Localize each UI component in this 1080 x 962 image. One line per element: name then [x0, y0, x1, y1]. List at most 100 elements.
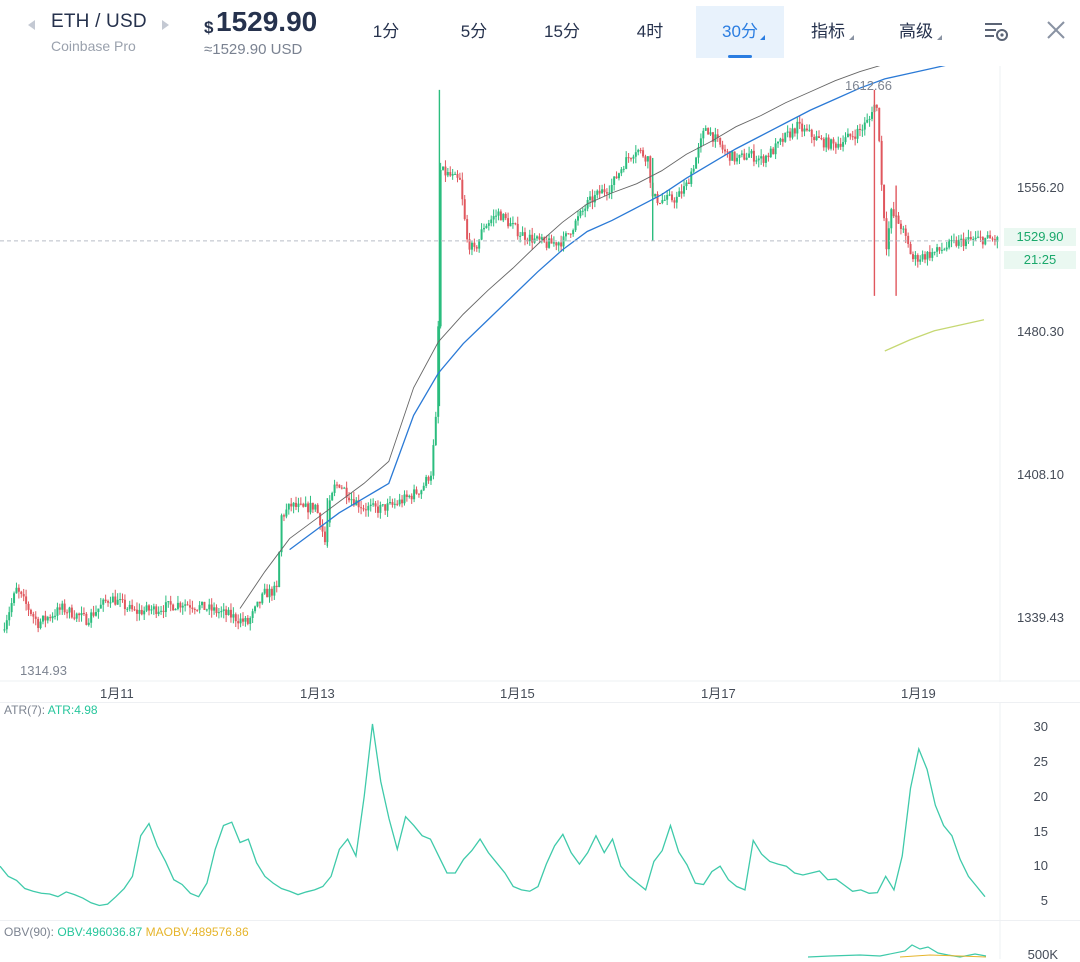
price-chart-panel[interactable]: 1556.20 1480.30 1408.10 1339.43 1612.66 … [0, 66, 1080, 702]
exchange-name: Coinbase Pro [51, 38, 136, 54]
tab-advanced[interactable]: 高级 [872, 6, 960, 58]
candle-body [369, 504, 372, 506]
tab-indicators[interactable]: 指标 [784, 6, 872, 58]
candle-body [654, 193, 657, 197]
candle-body [724, 149, 726, 152]
tab-label: 4时 [636, 22, 664, 41]
candle-body [323, 531, 326, 543]
candle-body [70, 607, 73, 618]
candle-body [184, 604, 187, 606]
candle-body [605, 192, 608, 194]
candle-body [969, 237, 972, 240]
candle-body [287, 503, 290, 510]
candle-body [745, 157, 748, 160]
candle-body [357, 500, 360, 508]
candle-body [940, 249, 943, 251]
next-pair-arrow-icon[interactable] [162, 20, 169, 30]
candle-body [704, 128, 707, 131]
candle-body [538, 236, 541, 240]
candle-body [731, 151, 734, 161]
candle-body [381, 504, 384, 506]
candle-body [977, 236, 980, 238]
candle-body [868, 118, 871, 120]
currency-symbol: $ [204, 18, 214, 37]
candle-body [333, 484, 336, 493]
tab-label: 30分 [722, 22, 758, 41]
atr-tick: 25 [1033, 754, 1048, 769]
candle-body [22, 594, 25, 597]
candle-body [748, 153, 751, 158]
candle-body [485, 225, 488, 229]
candle-body [208, 604, 211, 610]
candlestick-chart[interactable] [0, 66, 1080, 702]
candle-body [798, 121, 801, 124]
previous-pair-arrow-icon[interactable] [28, 20, 35, 30]
candle-body [711, 132, 714, 142]
candle-body [569, 233, 572, 235]
obv-panel[interactable]: OBV(90): OBV:496036.87 MAOBV:489576.86 5… [0, 920, 1080, 962]
candle-body [54, 615, 57, 617]
candle-body [449, 172, 452, 176]
atr-tick: 15 [1033, 824, 1048, 839]
candle-body [996, 237, 999, 242]
candle-body [620, 169, 623, 174]
candle-body [37, 618, 40, 629]
candle-body [242, 618, 244, 622]
tab-5min[interactable]: 5分 [430, 6, 518, 58]
candle-body [687, 182, 690, 184]
candle-body [817, 136, 820, 139]
candle-body [808, 129, 811, 131]
obv-legend: OBV(90): OBV:496036.87 MAOBV:489576.86 [4, 925, 249, 939]
candle-body [502, 213, 505, 221]
candle-body [263, 588, 266, 594]
candle-body [803, 128, 806, 132]
candle-body [172, 604, 175, 611]
candle-body [466, 219, 469, 240]
candle-body [367, 505, 370, 511]
candle-body [128, 604, 131, 609]
candle-body [386, 503, 389, 511]
candle-body [673, 200, 676, 203]
candle-body [576, 216, 579, 221]
tab-1min[interactable]: 1分 [342, 6, 430, 58]
candle-body [714, 134, 717, 142]
candle-body [429, 475, 432, 481]
candle-body [225, 609, 228, 616]
candle-body [938, 247, 941, 251]
candle-body [422, 485, 425, 491]
active-tab-indicator [728, 55, 752, 58]
tab-30min[interactable]: 30分 [696, 6, 784, 58]
candle-body [945, 247, 948, 250]
candle-body [123, 599, 126, 610]
candle-body [290, 503, 293, 507]
candle-body [5, 620, 8, 630]
candle-body [114, 596, 117, 605]
candle-body [702, 130, 705, 139]
candle-body [875, 104, 878, 108]
candle-body [167, 601, 170, 603]
tab-4hour[interactable]: 4时 [606, 6, 694, 58]
candle-body [499, 211, 502, 221]
candle-body [237, 621, 240, 624]
candle-body [801, 123, 804, 132]
candle-body [726, 151, 729, 153]
candle-body [133, 609, 136, 611]
candle-body [846, 133, 849, 138]
candle-body [198, 605, 201, 610]
candle-body [752, 150, 755, 162]
chart-settings-icon[interactable] [982, 16, 1012, 46]
candle-body [90, 612, 93, 623]
candle-body [188, 605, 191, 608]
atr-line-chart[interactable] [0, 703, 1080, 921]
candle-body [468, 239, 471, 250]
moving-average-blue [289, 66, 946, 551]
close-icon[interactable] [1042, 16, 1072, 46]
candle-body [331, 492, 334, 501]
candle-body [364, 509, 367, 511]
candle-body [442, 166, 445, 170]
atr-panel[interactable]: ATR(7): ATR:4.98 30 25 20 15 10 5 [0, 702, 1080, 921]
candle-body [762, 156, 765, 163]
candle-body [41, 615, 44, 622]
tab-15min[interactable]: 15分 [518, 6, 606, 58]
obv-line-chart[interactable] [0, 921, 1080, 959]
